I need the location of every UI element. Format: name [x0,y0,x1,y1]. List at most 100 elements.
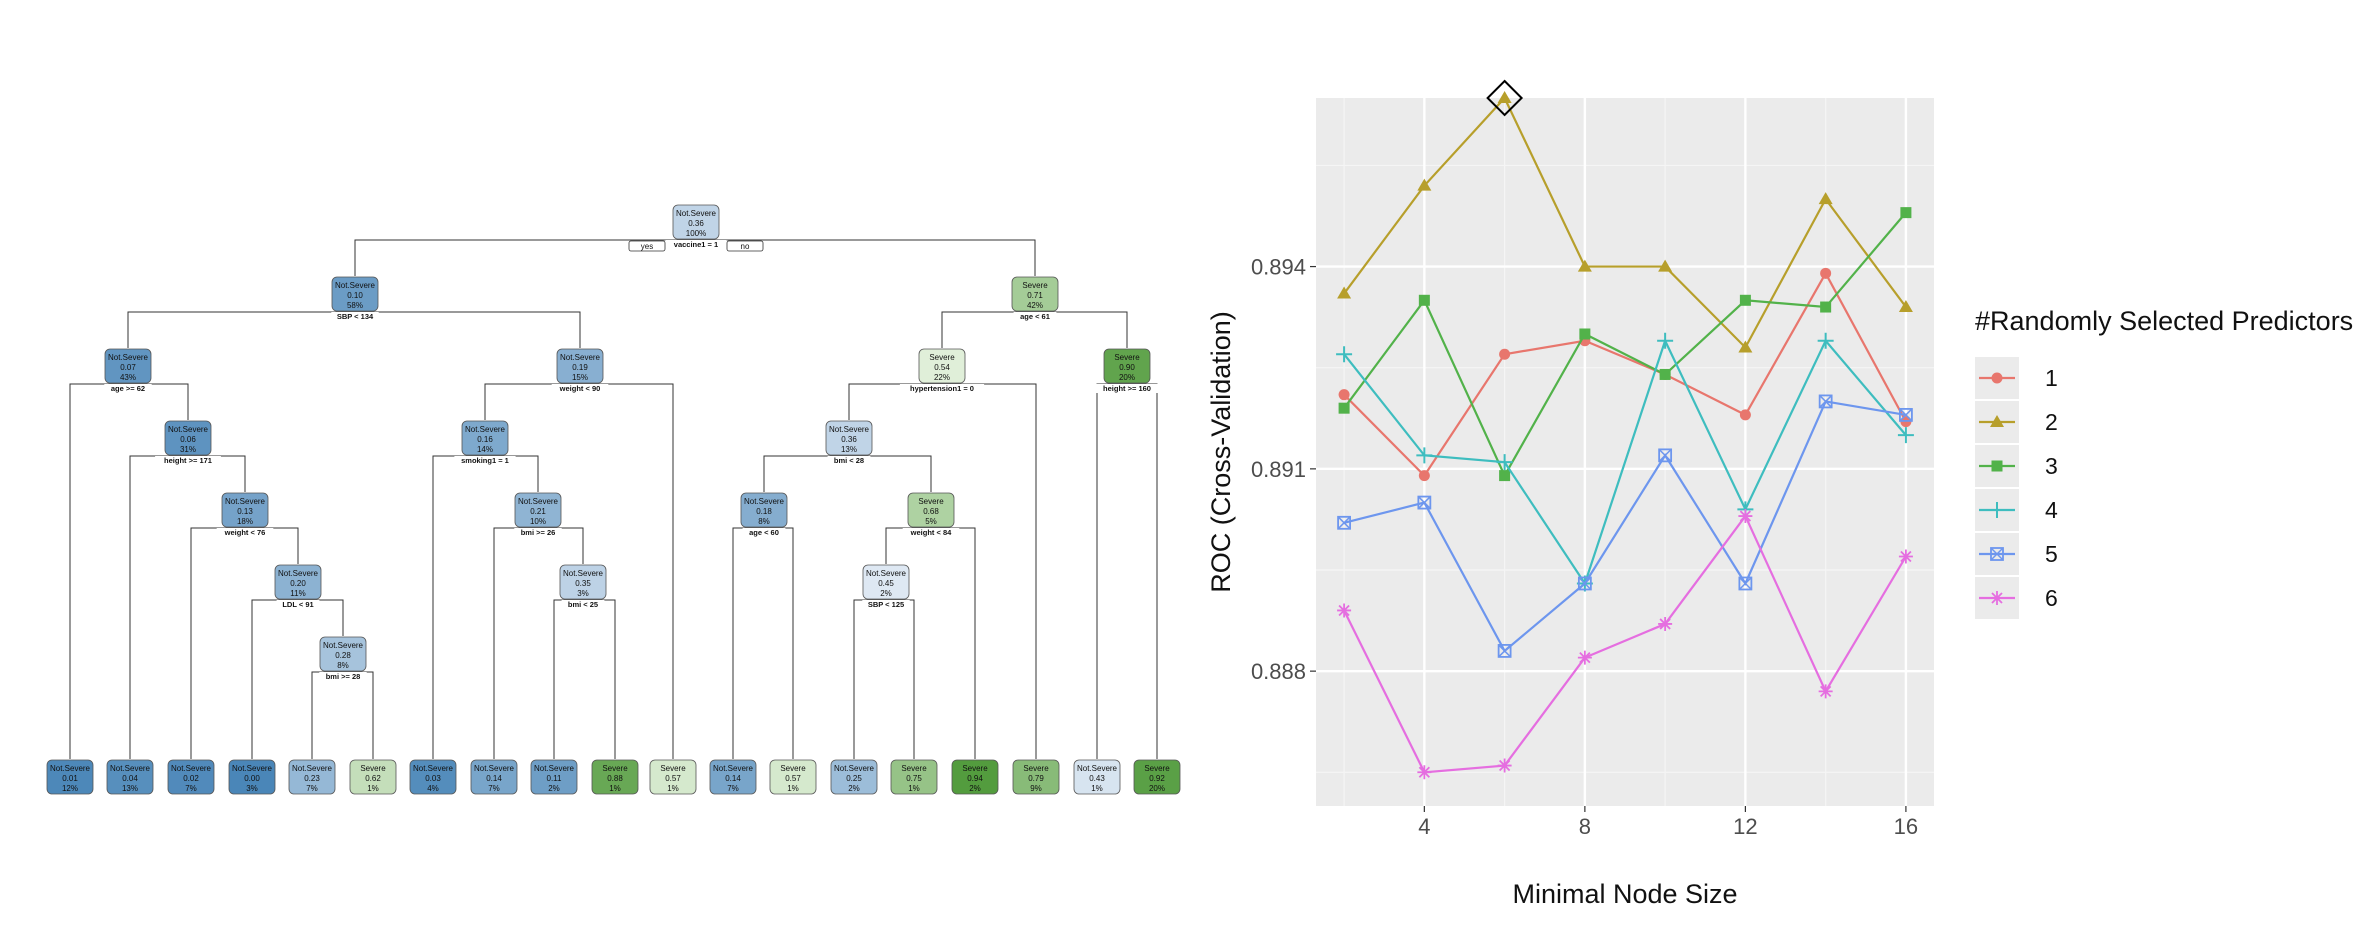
tree-leaf-class: Not.Severe [50,764,91,773]
split-label-bg [665,240,727,249]
tree-node-class: Not.Severe [225,497,266,506]
tree-node-pct: 43% [120,373,136,382]
boxx-marker-cross [1658,448,1672,462]
triangle-marker [1337,286,1352,299]
legend-title: #Randomly Selected Predictors [1975,306,2353,336]
star-marker [1898,549,1913,564]
tree-branch [484,383,580,420]
tree-node-prob: 0.19 [572,363,588,372]
tree-leaf-prob: 0.57 [785,774,801,783]
boxx-marker [1337,515,1351,530]
boxx-marker [1738,576,1753,591]
tree-node-prob: 0.36 [841,435,857,444]
tree-leaf-box [470,759,518,795]
tree-leaf-prob: 0.00 [244,774,260,783]
split-label: height >= 160 [1103,384,1151,393]
tree-node-prob: 0.07 [120,363,136,372]
tree-leaf-prob: 0.02 [183,774,199,783]
split-label: smoking1 = 1 [461,456,509,465]
split-label-bg [561,600,605,609]
split-label-bg [1094,384,1160,393]
tree-leaf-class: Not.Severe [413,764,454,773]
tree-branch [931,527,976,759]
star-marker [1818,684,1833,699]
tree-leaf-prob: 0.43 [1089,774,1105,783]
split-label: height >= 171 [164,456,212,465]
tree-node-box [461,420,509,456]
split-label: weight < 84 [910,528,952,537]
x-tick-label: 8 [1579,814,1591,839]
tree-node-pct: 14% [477,445,493,454]
boxx-marker-cross [1899,408,1913,422]
boxx-marker [1899,408,1913,422]
star-marker [1497,758,1512,773]
tree-node-pct: 18% [237,517,253,526]
split-label-bg [742,528,786,537]
tree-leaf-prob: 0.03 [425,774,441,783]
tree-leaf-class: Severe [602,764,628,773]
legend-label: 5 [2045,541,2058,567]
tree-leaf-pct: 2% [969,784,981,793]
tree-leaf-pct: 1% [609,784,621,793]
tree-leaf-prob: 0.88 [607,774,623,783]
plus-marker [1657,332,1674,349]
tree-leaf-pct: 2% [548,784,560,793]
tree-branch [127,311,355,348]
series-3 [1338,207,1912,482]
tree-leaf-prob: 0.79 [1028,774,1044,783]
split-label: age < 60 [749,528,779,537]
boxx-marker-cross [1990,547,2004,561]
triangle-marker [1990,415,2004,427]
tree-leaf-box [591,759,639,795]
tree-leaf-prob: 0.14 [725,774,741,783]
tree-leaf-prob: 0.92 [1149,774,1165,783]
split-label: bmi >= 26 [521,528,556,537]
split-label: weight < 90 [559,384,601,393]
tree-node-box [514,492,562,528]
tree-branch [553,599,583,759]
y-tick-label: 0.894 [1251,255,1306,280]
tree-leaf-prob: 0.75 [906,774,922,783]
split-label: age < 61 [1020,312,1050,321]
tree-node-class: Not.Severe [465,425,506,434]
square-marker [1499,470,1511,482]
circle-marker [1338,389,1350,401]
tree-leaf-prob: 0.94 [967,774,983,783]
tree-branch [432,455,485,759]
series-line [1343,400,1907,653]
tree-branch [849,455,932,492]
split-label: SBP < 125 [868,600,904,609]
tree-leaf-prob: 0.14 [486,774,502,783]
tree-branch [696,239,1036,276]
tree-branch [311,671,343,759]
split-label: LDL < 91 [282,600,313,609]
tree-leaf-prob: 0.11 [547,774,563,783]
split-label: hypertension1 = 0 [910,384,974,393]
tree-node-prob: 0.16 [477,435,493,444]
tree-leaf-class: Not.Severe [474,764,515,773]
tree-node-class: Severe [929,353,955,362]
triangle-marker [1818,192,1833,205]
tree-node-prob: 0.36 [688,219,704,228]
tree-node-box [862,564,910,600]
tree-leaf-box [288,759,336,795]
tree-node-pct: 22% [934,373,950,382]
tree-node-pct: 8% [337,661,349,670]
tree-leaf-box [1073,759,1121,795]
tree-branch [355,311,581,348]
tree-leaf-pct: 7% [306,784,318,793]
circle-marker [1820,267,1832,279]
tree-node-prob: 0.35 [575,579,591,588]
tree-node-class: Not.Severe [335,281,376,290]
tree-branch [886,599,915,759]
tree-node-prob: 0.18 [756,507,772,516]
series-2 [1337,91,1913,353]
tree-branch [129,455,188,759]
tree-branch [732,527,764,759]
split-label-bg [216,528,274,537]
legend-label: 3 [2045,453,2058,479]
tree-node-class: Not.Severe [829,425,870,434]
tree-leaf-prob: 0.25 [846,774,862,783]
tree-node-prob: 0.13 [237,507,253,516]
